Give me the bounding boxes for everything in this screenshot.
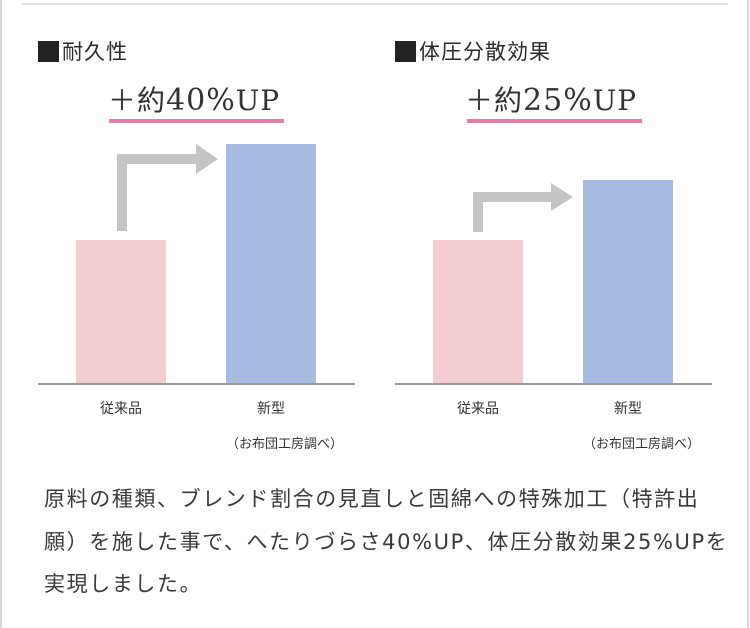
highlight-underline [109,119,284,123]
category-label-new: 新型 [614,401,642,417]
highlight-prefix: ＋約 [465,84,524,117]
highlight-value: 25% [523,83,593,118]
durability-panel: 耐久性 ＋約40%UP 従来品 新型 （お布団工房調べ） [0,0,375,470]
x-axis-baseline [38,383,355,385]
frame-right-border [747,0,749,628]
increase-highlight: ＋約40%UP [108,84,280,118]
source-note: （お布団工房調べ） [226,437,344,452]
description-paragraph: 原料の種類、ブレンド割合の見直しと固綿への特殊加工（特許出願）を施した事で、へた… [44,487,729,596]
category-label-conventional: 従来品 [457,401,499,417]
category-label-new: 新型 [257,401,285,417]
increase-arrow-icon [117,144,218,231]
highlight-suffix: UP [235,84,281,117]
bar-new [226,144,316,384]
heading-text: 体圧分散効果 [419,40,551,64]
highlight-underline [467,119,642,123]
panel-heading: 耐久性 [38,36,128,66]
pressure-distribution-panel: 体圧分散効果 ＋約25%UP 従来品 新型 （お布団工房調べ） [357,0,732,470]
increase-arrow-icon [473,183,573,232]
bar-conventional [76,240,166,384]
pressure-bar-chart: 従来品 新型 （お布団工房調べ） [357,0,732,470]
source-note: （お布団工房調べ） [583,437,701,452]
bar-new [583,180,673,384]
category-label-conventional: 従来品 [100,401,142,417]
square-bullet-icon [395,40,416,62]
highlight-suffix: UP [592,84,638,117]
top-divider [22,3,728,5]
highlight-prefix: ＋約 [108,84,167,117]
frame-left-border [0,0,2,628]
highlight-value: 40% [166,83,236,118]
heading-text: 耐久性 [62,40,128,64]
bar-conventional [433,240,523,384]
x-axis-baseline [395,383,712,385]
increase-highlight: ＋約25%UP [465,84,637,118]
square-bullet-icon [38,40,59,62]
durability-bar-chart: 従来品 新型 （お布団工房調べ） [0,0,375,470]
panel-heading: 体圧分散効果 [395,36,551,66]
